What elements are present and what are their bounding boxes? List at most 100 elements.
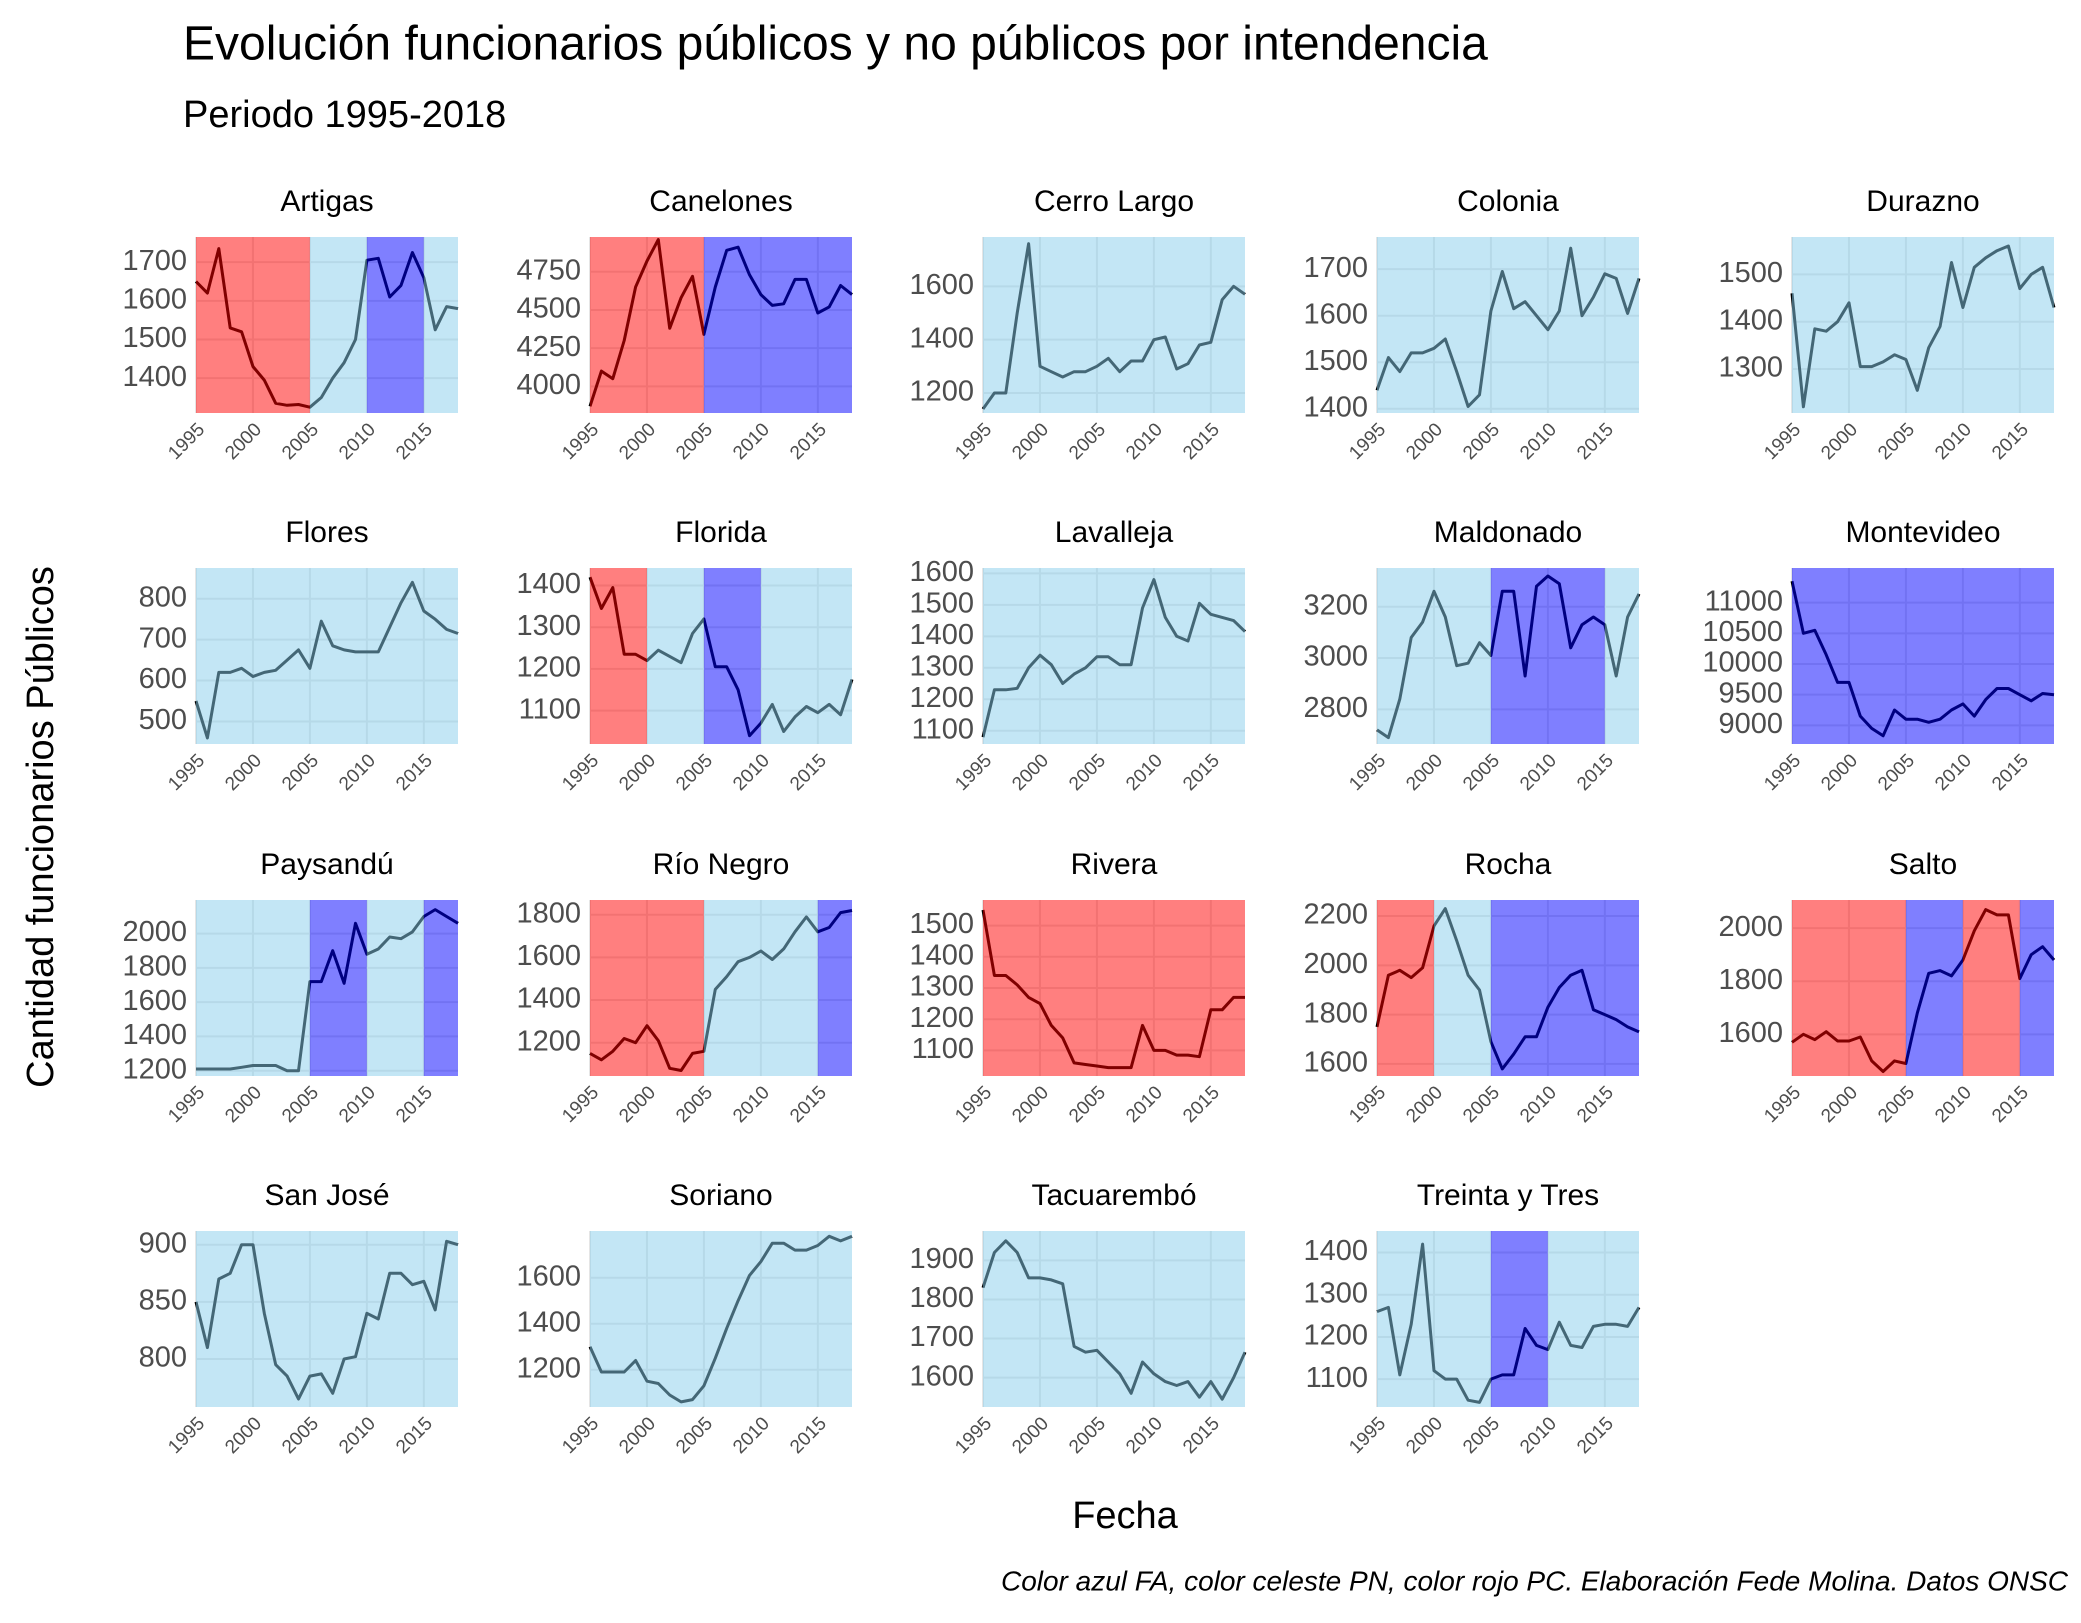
period-band: [590, 1231, 852, 1407]
x-tick-label: 2005: [1065, 1413, 1110, 1458]
y-tick-label: 1600: [1718, 1017, 1783, 1049]
y-tick-label: 900: [139, 1227, 187, 1259]
x-axis-label: Fecha: [1072, 1495, 1178, 1537]
period-band: [196, 568, 458, 744]
x-tick-label: 2005: [672, 1082, 717, 1127]
period-band: [760, 568, 852, 744]
period-band: [983, 568, 1245, 744]
x-tick-label: 2010: [729, 1413, 774, 1458]
panel-title: Canelones: [649, 185, 792, 218]
x-tick-label: 2015: [1573, 1413, 1618, 1458]
y-tick-label: 1800: [516, 897, 581, 929]
x-tick-label: 2005: [672, 750, 717, 795]
x-tick-label: 1995: [951, 419, 996, 464]
x-tick-label: 2010: [729, 419, 774, 464]
y-tick-label: 1600: [516, 1260, 581, 1292]
period-band: [703, 237, 852, 413]
y-tick-label: 1800: [122, 951, 187, 983]
panel: Durazno 1300 1400 1500 1995 2000 2005 2010 2015: [1718, 185, 2056, 464]
y-tick-label: 1600: [909, 1360, 974, 1392]
y-tick-label: 1400: [1303, 1235, 1368, 1267]
x-tick-label: 2015: [392, 419, 437, 464]
y-tick-label: 4250: [516, 331, 581, 363]
y-tick-label: 1400: [1718, 304, 1783, 336]
period-band: [646, 568, 704, 744]
panel-title: Rocha: [1465, 848, 1552, 881]
x-tick-label: 1995: [951, 750, 996, 795]
y-tick-label: 1100: [519, 693, 581, 725]
y-tick-label: 1400: [1303, 391, 1368, 423]
x-tick-label: 1995: [1760, 419, 1805, 464]
x-tick-label: 2010: [1122, 1413, 1167, 1458]
y-tick-label: 9500: [1718, 677, 1783, 709]
x-tick-label: 1995: [164, 1413, 209, 1458]
y-tick-label: 1200: [516, 652, 581, 684]
x-tick-label: 1995: [1345, 750, 1390, 795]
period-band: [309, 237, 367, 413]
period-band: [1792, 237, 2054, 413]
x-tick-label: 2005: [672, 419, 717, 464]
x-tick-label: 2015: [1573, 750, 1618, 795]
panel-title: San José: [264, 1179, 389, 1212]
y-tick-label: 1600: [516, 940, 581, 972]
x-tick-label: 2000: [615, 419, 660, 464]
period-band: [590, 900, 704, 1076]
y-tick-label: 1200: [909, 1002, 974, 1034]
x-tick-label: 2015: [392, 1413, 437, 1458]
y-tick-label: 3000: [1303, 641, 1368, 673]
x-tick-label: 2000: [615, 750, 660, 795]
y-tick-label: 2000: [1303, 948, 1368, 980]
panel-title: Colonia: [1457, 185, 1559, 218]
x-tick-label: 1995: [951, 1082, 996, 1127]
x-tick-label: 2015: [1988, 419, 2033, 464]
x-tick-label: 2010: [729, 750, 774, 795]
x-tick-label: 2000: [1008, 419, 1053, 464]
period-band: [1377, 237, 1639, 413]
x-tick-label: 2005: [1065, 750, 1110, 795]
x-tick-label: 2015: [786, 1413, 831, 1458]
y-tick-label: 1200: [122, 1053, 187, 1085]
period-band: [590, 237, 704, 413]
y-tick-label: 1400: [516, 568, 581, 600]
panel-title: Rivera: [1071, 848, 1158, 881]
panel: Colonia 1400 1500 1600 1700 1995 2000 2005 2010 2…: [1303, 185, 1641, 464]
x-tick-label: 1995: [164, 750, 209, 795]
y-tick-label: 1500: [122, 322, 187, 354]
panel-title: Paysandú: [260, 848, 393, 881]
x-tick-label: 2000: [615, 1413, 660, 1458]
x-tick-label: 1995: [558, 1413, 603, 1458]
chart-title: Evolución funcionarios públicos y no púb…: [183, 18, 1488, 71]
x-tick-label: 2010: [1516, 1413, 1561, 1458]
panel-title: Lavalleja: [1055, 516, 1174, 549]
period-band: [1490, 1231, 1548, 1407]
y-tick-label: 800: [139, 581, 187, 613]
y-tick-label: 1800: [1718, 964, 1783, 996]
x-tick-label: 2010: [1516, 750, 1561, 795]
y-tick-label: 2200: [1303, 899, 1368, 931]
x-tick-label: 2000: [1817, 419, 1862, 464]
x-tick-label: 1995: [1345, 419, 1390, 464]
period-band: [1604, 568, 1639, 744]
x-tick-label: 2015: [786, 750, 831, 795]
x-tick-label: 2015: [392, 1082, 437, 1127]
y-tick-label: 1600: [909, 269, 974, 301]
y-tick-label: 1200: [909, 682, 974, 714]
period-band: [309, 900, 367, 1076]
panel-title: Florida: [675, 516, 767, 549]
y-tick-label: 1600: [1303, 1047, 1368, 1079]
x-tick-label: 2010: [729, 1082, 774, 1127]
period-band: [1962, 900, 2020, 1076]
y-tick-label: 850: [139, 1285, 187, 1317]
x-tick-label: 2000: [615, 1082, 660, 1127]
chart-subtitle: Periodo 1995-2018: [183, 94, 506, 136]
x-tick-label: 2005: [1065, 419, 1110, 464]
panel-title: Maldonado: [1434, 516, 1582, 549]
x-tick-label: 1995: [1345, 1413, 1390, 1458]
x-tick-label: 2000: [1817, 750, 1862, 795]
x-tick-label: 1995: [951, 1413, 996, 1458]
x-tick-label: 2005: [1459, 419, 1504, 464]
y-tick-label: 1600: [1303, 298, 1368, 330]
y-tick-label: 1100: [912, 1033, 974, 1065]
